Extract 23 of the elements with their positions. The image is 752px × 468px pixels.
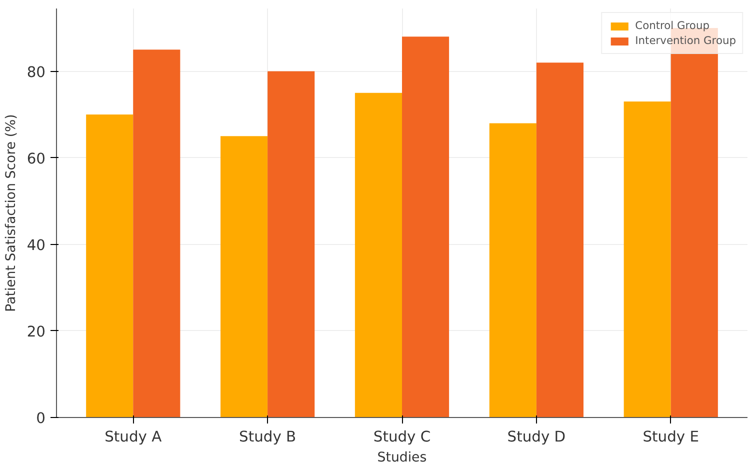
x-tick-label: Study E — [642, 428, 700, 446]
y-axis-title: Patient Satisfaction Score (%) — [4, 114, 19, 312]
bar — [268, 71, 315, 418]
x-axis-title: Studies — [377, 450, 427, 466]
x-tick-label: Study A — [104, 428, 162, 446]
x-tick-label: Study C — [373, 428, 431, 446]
y-tick-label: 40 — [26, 236, 46, 254]
y-tick-label: 0 — [36, 410, 46, 427]
y-tick-label: 80 — [26, 64, 46, 81]
y-tick-label: 20 — [26, 323, 46, 340]
bar — [220, 136, 268, 418]
y-tick-label: 60 — [26, 150, 46, 168]
bar — [489, 123, 536, 418]
x-tick-label: Study B — [239, 428, 296, 446]
bar — [402, 36, 450, 418]
legend-label: Intervention Group — [635, 34, 736, 47]
legend-label: Control Group — [635, 19, 710, 32]
bar — [133, 50, 180, 418]
bar — [354, 92, 402, 418]
bar — [86, 114, 134, 418]
bar — [536, 62, 584, 418]
x-tick-label: Study D — [507, 428, 566, 446]
bar — [624, 102, 671, 418]
